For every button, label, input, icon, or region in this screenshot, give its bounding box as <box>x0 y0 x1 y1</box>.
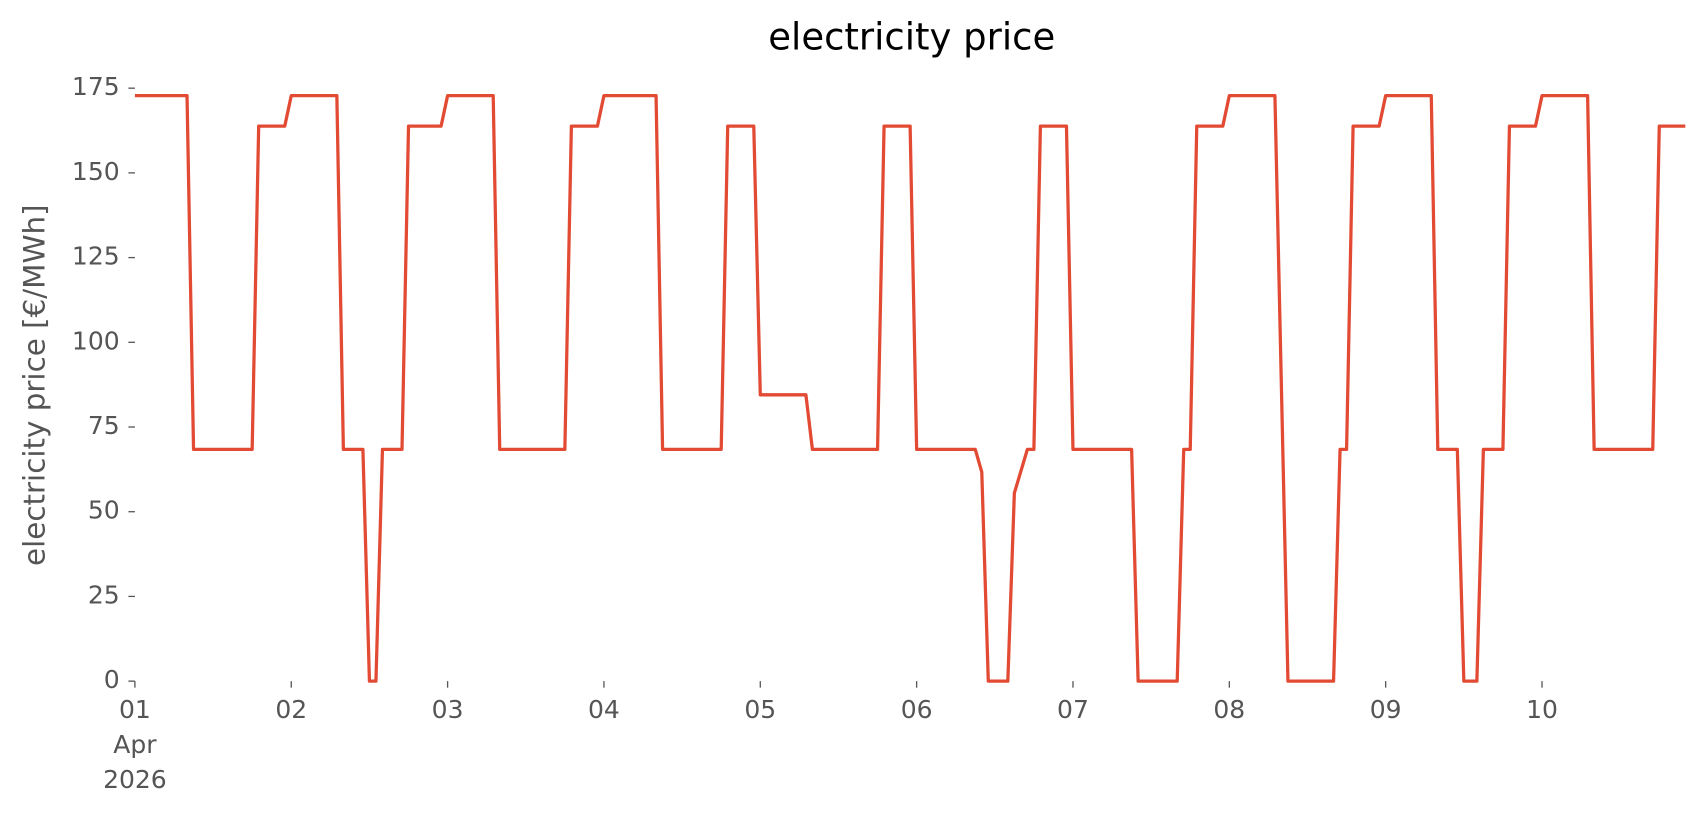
chart-title: electricity price <box>768 16 1055 59</box>
x-tick-label: 07 <box>1057 695 1089 724</box>
x-tick-label: 01 Apr 2026 <box>103 695 167 794</box>
y-tick-label: 125 <box>72 242 120 271</box>
x-tick-label: 06 <box>901 695 933 724</box>
y-tick-label: 50 <box>88 496 120 525</box>
y-tick-label: 175 <box>72 72 120 101</box>
y-tick-label: 0 <box>104 665 120 694</box>
y-tick-label: 75 <box>88 411 120 440</box>
x-tick-label: 08 <box>1213 695 1245 724</box>
x-tick-label: 03 <box>432 695 464 724</box>
y-axis-label: electricity price [€/MWh] <box>17 204 51 566</box>
y-tick-label: 25 <box>88 580 120 609</box>
x-tick-label: 02 <box>275 695 307 724</box>
y-tick-label: 150 <box>72 157 120 186</box>
x-tick-label: 09 <box>1370 695 1402 724</box>
x-tick-label: 10 <box>1526 695 1558 724</box>
x-tick-label: 05 <box>744 695 776 724</box>
x-tick-label: 04 <box>588 695 620 724</box>
y-tick-label: 100 <box>72 326 120 355</box>
price-line <box>134 93 1686 683</box>
